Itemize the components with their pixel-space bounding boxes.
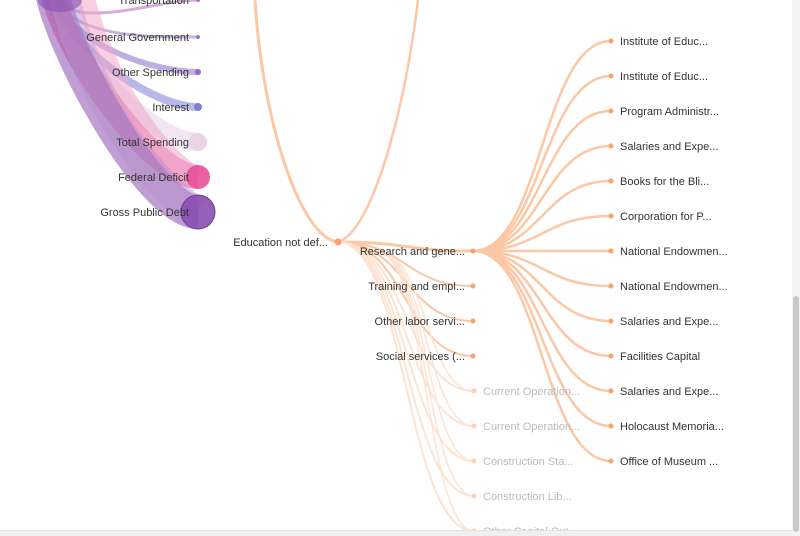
leaf-link [472,214,612,253]
mid-node-dot[interactable] [470,353,476,359]
category-node-dot[interactable] [180,194,216,230]
mid-node-label[interactable]: Current Operation... [483,386,580,398]
mid-node-dot[interactable] [470,283,476,289]
leaf-node-dot[interactable] [608,388,614,394]
mid-link [337,241,474,357]
leaf-node-dot[interactable] [608,423,614,429]
mid-link [337,241,475,532]
category-label[interactable]: Gross Public Debt [100,207,189,219]
leaf-node-label[interactable]: Salaries and Expe... [620,386,718,398]
leaf-node-dot[interactable] [608,73,614,79]
category-node-dot[interactable] [194,103,202,111]
category-node-dot[interactable] [186,165,210,189]
leaf-node-label[interactable]: Program Administr... [620,106,719,118]
leaf-link [472,249,612,358]
leaf-node-label[interactable]: Office of Museum ... [620,456,718,468]
mid-node-label[interactable]: Research and gene... [360,246,465,258]
leaf-node-dot[interactable] [608,178,614,184]
leaf-node-dot[interactable] [608,353,614,359]
category-band [54,0,199,39]
leaf-node-dot[interactable] [608,108,614,114]
mid-link-extra [377,251,475,532]
mid-node-dot[interactable] [471,388,477,394]
leaf-node-label[interactable]: Salaries and Expe... [620,141,718,153]
root-incoming-link [337,0,420,244]
scrollbar-thumb[interactable] [793,296,799,532]
leaf-node-label[interactable]: Facilities Capital [620,351,700,363]
mid-link [337,240,474,253]
tree-nodes: Research and gene... Training and empl...… [86,0,728,536]
leaf-node-label[interactable]: Salaries and Expe... [620,316,718,328]
leaf-link [472,249,612,428]
mid-node-label[interactable]: Other labor servi... [375,316,465,328]
mid-link-extra [377,251,475,462]
mid-link [337,241,475,427]
mid-node-dot[interactable] [470,318,476,324]
mid-node-label[interactable]: Construction Lib... [483,491,572,503]
vertical-scrollbar[interactable] [792,0,800,536]
mid-link-extra [377,251,475,392]
category-label[interactable]: Interest [152,102,189,114]
mid-link-extra [377,251,475,427]
mid-node-label[interactable]: Training and empl... [368,281,465,293]
leaf-link [472,144,612,253]
leaf-link [472,179,612,253]
leaf-node-label[interactable]: National Endowmen... [620,246,728,258]
tree-links [253,0,612,532]
leaf-link [472,39,612,253]
category-band-origin [38,0,82,12]
leaf-node-label[interactable]: National Endowmen... [620,281,728,293]
category-label[interactable]: General Government [86,32,189,44]
leaf-link [472,249,612,463]
leaf-node-label[interactable]: Books for the Bli... [620,176,709,188]
mid-node-dot[interactable] [471,493,477,499]
category-label[interactable]: Federal Deficit [118,172,189,184]
root-node-label[interactable]: Education not def... [233,237,328,249]
category-label[interactable]: Transportation [118,0,189,7]
category-band [55,0,199,15]
leaf-node-label[interactable]: Corporation for P... [620,211,712,223]
leaf-node-label[interactable]: Institute of Educ... [620,36,708,48]
root-node-dot[interactable] [334,238,342,246]
category-node-dot[interactable] [189,133,207,151]
category-label[interactable]: Total Spending [116,137,189,149]
root-incoming-link [253,0,339,244]
mid-node-dot[interactable] [471,423,477,429]
leaf-node-dot[interactable] [608,38,614,44]
leaf-node-label[interactable]: Holocaust Memoria... [620,421,724,433]
leaf-link [472,249,612,323]
mid-node-dot[interactable] [470,248,476,254]
leaf-node-dot[interactable] [608,283,614,289]
category-node-dot[interactable] [195,69,201,75]
mid-link [337,241,474,287]
mid-node-label[interactable]: Construction Sta... [483,456,574,468]
leaf-link [472,109,612,253]
mid-node-label[interactable]: Current Operation... [483,421,580,433]
leaf-node-dot[interactable] [608,248,614,254]
category-band [77,0,203,185]
mid-link [337,241,475,392]
leaf-link [472,249,612,393]
category-node-dot[interactable] [196,0,200,2]
category-label[interactable]: Other Spending [112,67,189,79]
leaf-node-dot[interactable] [608,458,614,464]
mid-node-label[interactable]: Social services (... [376,351,465,363]
leaf-node-dot[interactable] [608,318,614,324]
leaf-node-dot[interactable] [608,143,614,149]
leaf-node-dot[interactable] [608,213,614,219]
leaf-link [472,74,612,253]
left-category-links [36,0,206,229]
category-node-dot[interactable] [196,35,200,39]
horizontal-scrollbar[interactable] [0,530,792,536]
mid-node-dot[interactable] [471,458,477,464]
leaf-node-label[interactable]: Institute of Educ... [620,71,708,83]
